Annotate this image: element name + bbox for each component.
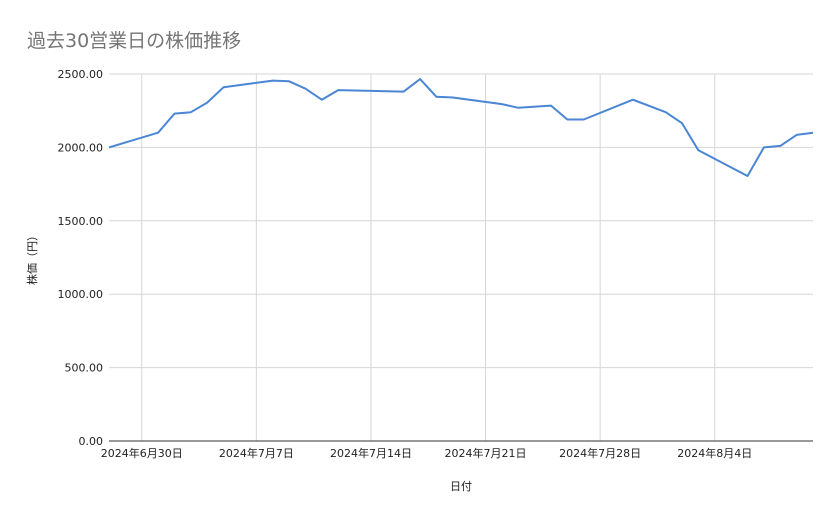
data-point [697, 149, 699, 151]
data-point [812, 132, 814, 134]
data-point [206, 101, 208, 103]
y-tick-label: 2000.00 [58, 141, 104, 154]
y-tick-label: 0.00 [79, 435, 104, 448]
series-line [108, 78, 814, 177]
x-axis-title: 日付 [450, 480, 472, 493]
data-point [779, 145, 781, 147]
data-point [681, 122, 683, 124]
x-tick-label: 2024年6月30日 [101, 446, 183, 460]
data-point [337, 89, 339, 91]
x-axis-ticks: 2024年6月30日 2024年7月7日 2024年7月14日 2024年7月21日 2… [101, 446, 753, 460]
data-point [190, 111, 192, 113]
x-tick-label: 2024年7月14日 [330, 446, 412, 460]
y-tick-label: 500.00 [65, 362, 104, 375]
data-point [402, 90, 404, 92]
data-point [173, 112, 175, 114]
x-tick-label: 2024年7月7日 [219, 446, 294, 460]
data-point [435, 96, 437, 98]
data-point [304, 87, 306, 89]
data-point [583, 118, 585, 120]
x-tick-label: 2024年7月28日 [559, 446, 641, 460]
y-tick-label: 1500.00 [58, 215, 104, 228]
chart-title: 過去30営業日の株価推移 [27, 30, 242, 52]
data-point [517, 107, 519, 109]
data-point [501, 103, 503, 105]
data-point [746, 175, 748, 177]
y-tick-label: 2500.00 [58, 68, 104, 81]
data-point [321, 98, 323, 100]
y-tick-label: 1000.00 [58, 288, 104, 301]
data-point [550, 104, 552, 106]
data-point [272, 79, 274, 81]
gridlines [109, 73, 813, 441]
data-point [419, 78, 421, 80]
data-point [452, 96, 454, 98]
x-tick-label: 2024年7月21日 [445, 446, 527, 460]
y-axis-title: 株価（円） [25, 230, 39, 285]
data-point [795, 134, 797, 136]
y-axis-ticks: 0.00 500.00 1000.00 1500.00 2000.00 2500.00 [58, 68, 104, 448]
series-layer [108, 78, 814, 177]
x-tick-label: 2024年8月4日 [677, 446, 752, 460]
data-point [632, 98, 634, 100]
data-point [566, 118, 568, 120]
data-point [664, 111, 666, 113]
data-point [108, 146, 110, 148]
data-point [763, 146, 765, 148]
data-point [288, 80, 290, 82]
data-point [222, 86, 224, 88]
data-point [157, 132, 159, 134]
